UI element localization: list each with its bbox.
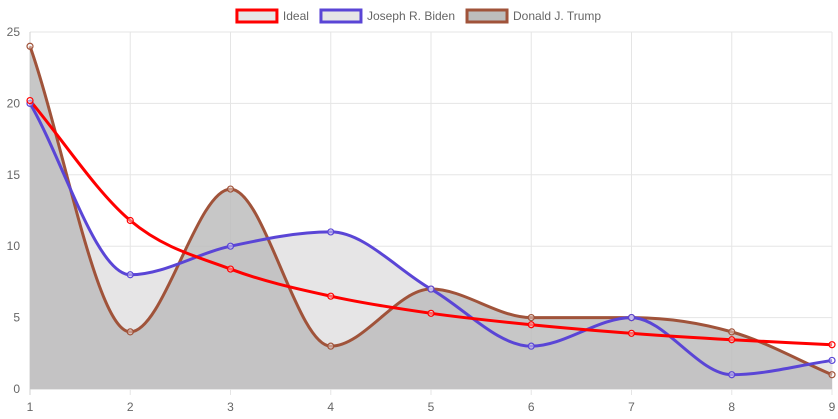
y-tick-label: 25	[7, 25, 21, 39]
legend-item-joseph-r-biden[interactable]: Joseph R. Biden	[319, 8, 455, 24]
data-point-donald-j-trump[interactable]	[828, 371, 836, 379]
data-point-donald-j-trump[interactable]	[26, 42, 34, 50]
x-tick-label: 2	[127, 400, 134, 414]
legend-label: Joseph R. Biden	[367, 9, 455, 23]
data-point-ideal[interactable]	[728, 336, 736, 344]
data-point-joseph-r-biden[interactable]	[828, 356, 836, 365]
legend-item-donald-j-trump[interactable]: Donald J. Trump	[465, 8, 601, 24]
data-point-ideal[interactable]	[126, 216, 134, 225]
data-point-ideal[interactable]	[26, 96, 34, 105]
x-tick-label: 9	[829, 400, 836, 414]
data-point-joseph-r-biden[interactable]	[527, 342, 535, 350]
data-point-ideal[interactable]	[327, 292, 335, 300]
y-tick-label: 5	[13, 311, 20, 325]
data-point-donald-j-trump[interactable]	[226, 185, 235, 193]
legend-swatch	[465, 8, 509, 24]
data-point-ideal[interactable]	[226, 265, 235, 273]
y-tick-label: 20	[7, 96, 21, 110]
data-point-donald-j-trump[interactable]	[126, 328, 134, 336]
data-point-joseph-r-biden[interactable]	[126, 271, 134, 279]
data-point-joseph-r-biden[interactable]	[226, 242, 235, 250]
data-point-ideal[interactable]	[427, 309, 435, 317]
data-point-ideal[interactable]	[627, 329, 636, 337]
data-point-joseph-r-biden[interactable]	[728, 371, 736, 379]
series-line-joseph-r-biden	[28, 102, 833, 377]
data-point-ideal[interactable]	[527, 321, 535, 329]
legend-label: Donald J. Trump	[513, 9, 601, 23]
x-tick-label: 4	[327, 400, 334, 414]
series-line-donald-j-trump	[28, 45, 833, 377]
legend-swatch	[319, 8, 363, 24]
data-point-ideal[interactable]	[828, 341, 836, 349]
x-axis-ticks: 1 2 3 4 5 6 7 8 9	[27, 400, 836, 414]
legend-swatch	[235, 8, 279, 24]
data-point-joseph-r-biden[interactable]	[327, 228, 335, 236]
legend-label: Ideal	[283, 9, 309, 23]
series-fill-donald-j-trump	[30, 46, 832, 389]
data-point-donald-j-trump[interactable]	[327, 342, 335, 350]
data-point-donald-j-trump[interactable]	[728, 328, 736, 336]
data-point-joseph-r-biden[interactable]	[427, 285, 435, 293]
x-tick-label: 3	[227, 400, 234, 414]
x-tick-label: 1	[27, 400, 34, 414]
chart-legend: Ideal Joseph R. Biden Donald J. Trump	[235, 8, 601, 24]
y-tick-label: 0	[13, 382, 20, 396]
y-tick-label: 15	[7, 168, 21, 182]
series-lines	[28, 45, 833, 377]
series-line-ideal	[28, 99, 833, 347]
series-points	[26, 42, 836, 379]
x-tick-label: 6	[528, 400, 535, 414]
data-point-joseph-r-biden[interactable]	[627, 314, 636, 322]
x-tick-label: 7	[628, 400, 635, 414]
legend-item-ideal[interactable]: Ideal	[235, 8, 309, 24]
y-axis-ticks: 0 5 10 15 20 25	[7, 25, 21, 396]
data-point-donald-j-trump[interactable]	[527, 314, 535, 322]
x-tick-label: 8	[728, 400, 735, 414]
x-tick-label: 5	[428, 400, 435, 414]
y-tick-label: 10	[7, 239, 21, 253]
